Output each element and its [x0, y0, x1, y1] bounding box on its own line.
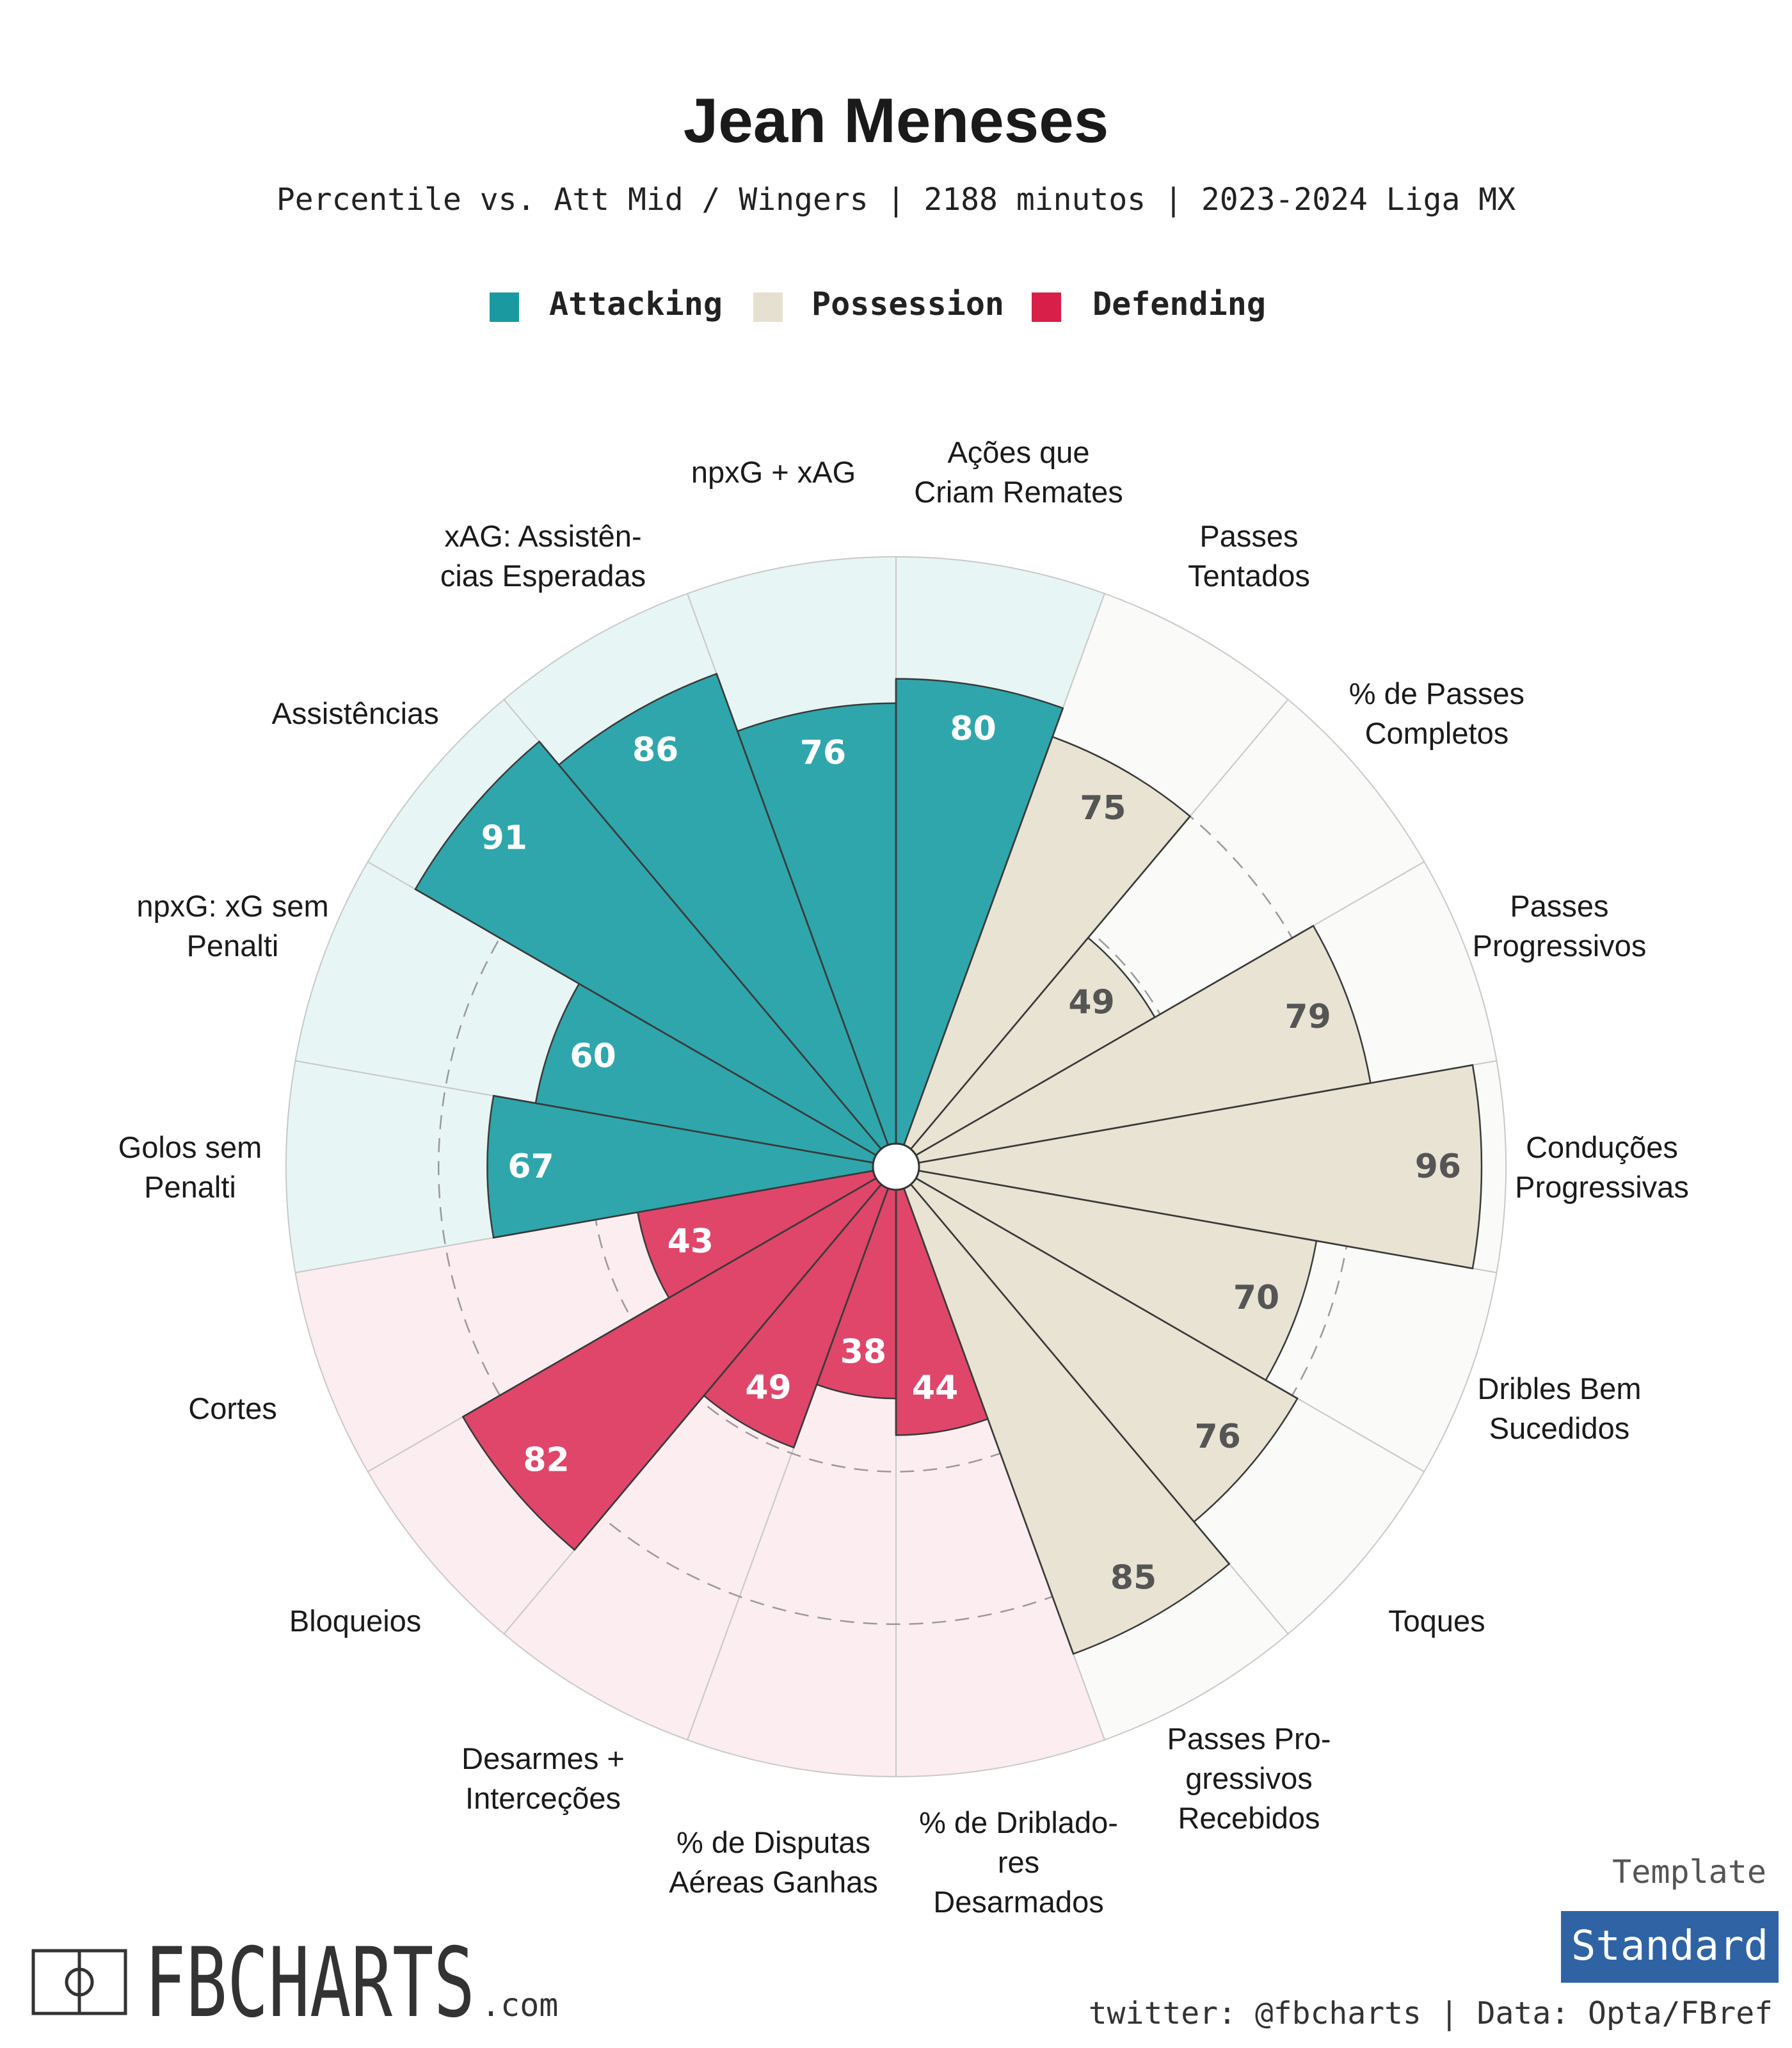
category-label: Ações que Criam Remates [914, 435, 1123, 508]
value-label: 82 [523, 1441, 569, 1480]
value-label: 76 [1195, 1418, 1241, 1456]
category-label: Bloqueios [289, 1604, 421, 1638]
category-label: Passes Progressivos [1473, 888, 1647, 962]
value-wedges [414, 673, 1483, 1655]
value-wedge [736, 702, 897, 1167]
value-wedge [636, 1165, 897, 1299]
separator-line [895, 1166, 1230, 1565]
category-label: Passes Tentados [1188, 518, 1310, 592]
category-label: npxG: xG sem Penalti [136, 888, 328, 962]
legend-swatch-defending [1032, 292, 1061, 322]
category-label: Passes Pro-gressivos Recebidos [1167, 1722, 1331, 1835]
category-label: xAG: Assistên-cias Esperadas [440, 518, 646, 592]
category-label: Desarmes + Interceções [461, 1741, 625, 1815]
separator-line [895, 925, 1314, 1168]
value-wedge [895, 1166, 1231, 1655]
value-wedge [534, 982, 897, 1168]
template-label: Template [1612, 1853, 1766, 1891]
separator-line [793, 1166, 897, 1448]
category-label: % de Driblado-res Desarmados [919, 1805, 1118, 1919]
footer-credits: twitter: @fbcharts | Data: Opta/FBref [1089, 1996, 1773, 2031]
legend-label-attacking: Attacking [549, 285, 723, 323]
pitch-icon-center-circle [65, 1967, 94, 1997]
separator-line [895, 1165, 1473, 1270]
separator-line [493, 1094, 897, 1168]
fbcharts-logo: FBCHARTS .com [31, 1928, 558, 2039]
value-label: 96 [1415, 1148, 1461, 1186]
value-wedge [895, 1166, 989, 1436]
value-wedge [895, 678, 1064, 1167]
value-label: 44 [912, 1369, 958, 1407]
value-label: 49 [745, 1369, 791, 1407]
legend: Attacking Possession Defending [490, 285, 1266, 323]
value-label: 76 [800, 734, 846, 772]
value-label: 70 [1233, 1279, 1279, 1317]
separator-line [538, 740, 897, 1167]
category-label: Golos sem Penalti [118, 1130, 262, 1204]
center-hole [872, 1142, 920, 1191]
template-badge [1561, 1911, 1779, 1983]
category-label: Cortes [188, 1391, 276, 1425]
category-label: % de Disputas Aéreas Ganhas [669, 1825, 878, 1899]
value-wedge [895, 1165, 1299, 1523]
category-labels: Ações que Criam Remates Passes Tentados % de… [118, 435, 1689, 1918]
value-label: 75 [1080, 789, 1126, 828]
legend-label-possession: Possession [812, 285, 1004, 323]
separator-line [895, 1165, 1298, 1400]
value-label: 85 [1110, 1559, 1156, 1597]
value-wedge [703, 1166, 897, 1449]
chart-subtitle: Percentile vs. Att Mid / Wingers | 2188 … [276, 182, 1516, 218]
separator-line [462, 1165, 897, 1418]
separator-line [895, 815, 1191, 1167]
value-labels: 80 75 49 79 96 70 76 85 44 38 49 82 43 67 60 91 86 76 [481, 710, 1461, 1597]
template-value: Standard [1571, 1923, 1768, 1970]
value-label: 60 [570, 1037, 616, 1076]
separator-line [716, 673, 897, 1167]
category-label: Conduções Progressivas [1515, 1130, 1689, 1204]
value-label: 80 [950, 710, 996, 748]
value-wedge [414, 740, 897, 1168]
value-label: 49 [1068, 984, 1114, 1022]
separator-lines [415, 673, 1473, 1654]
value-label: 79 [1284, 998, 1331, 1036]
separator-line [895, 1064, 1473, 1168]
legend-label-defending: Defending [1092, 285, 1266, 323]
category-label: npxG + xAG [691, 454, 856, 488]
chart-title: Jean Meneses [684, 85, 1109, 156]
value-wedge [895, 924, 1372, 1168]
value-wedge [895, 936, 1156, 1168]
value-label: 43 [668, 1222, 714, 1261]
category-label: % de Passes Completos [1349, 676, 1524, 750]
value-wedge [486, 1094, 897, 1239]
category-label: Dribles Bem Sucedidos [1478, 1372, 1642, 1445]
legend-swatch-possession [753, 292, 783, 322]
brand-name: FBCHARTS [145, 1928, 475, 2039]
value-wedge [461, 1165, 897, 1551]
value-wedge [895, 735, 1192, 1167]
value-wedge [895, 1165, 1318, 1382]
separator-line [573, 1166, 897, 1551]
value-label: 38 [840, 1333, 886, 1372]
category-label: Toques [1388, 1604, 1485, 1638]
separator-line [415, 888, 897, 1168]
separator-line [493, 1165, 897, 1239]
value-label: 86 [632, 731, 678, 769]
value-wedge [557, 673, 897, 1167]
brand-suffix: .com [481, 1987, 558, 2024]
separator-line [895, 708, 1064, 1167]
separator-line [895, 1166, 1075, 1654]
category-label: Assistências [271, 696, 438, 730]
value-label: 67 [508, 1148, 554, 1186]
value-label: 91 [481, 819, 527, 857]
value-wedge [895, 1064, 1483, 1270]
legend-swatch-attacking [490, 292, 519, 322]
